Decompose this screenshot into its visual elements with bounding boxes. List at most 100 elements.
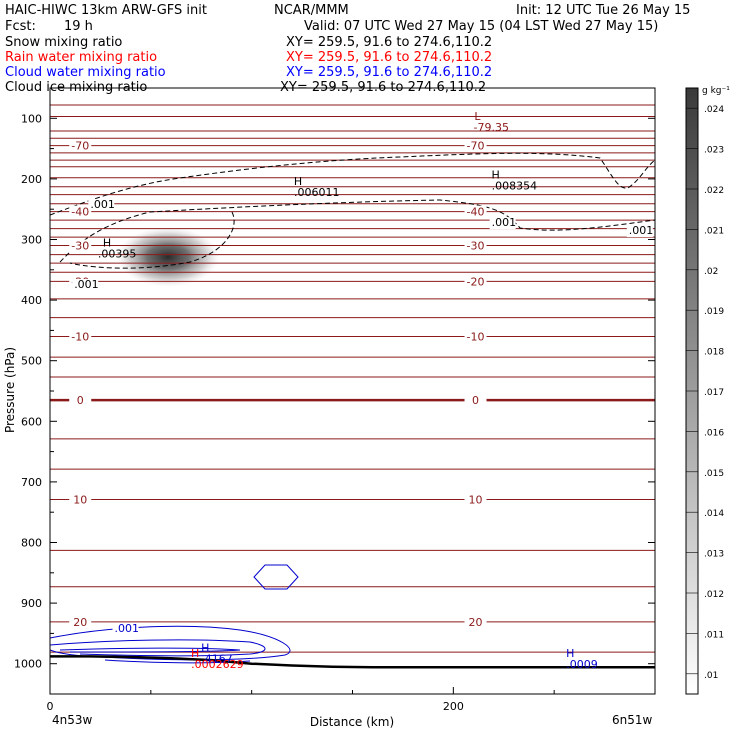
- x-axis-label: Distance (km): [310, 715, 394, 729]
- extremum-marker: H: [566, 647, 574, 660]
- contour-level-label: .001: [90, 198, 115, 211]
- contour-label-bg: [489, 217, 516, 230]
- ice-contour-loop: [69, 211, 235, 269]
- colorbar-tick-label: .015: [704, 469, 724, 479]
- isotherm-label: 20: [73, 616, 87, 629]
- isotherm-label-bg: [69, 139, 92, 152]
- snow-max-value: .00395: [98, 248, 137, 261]
- isotherm-label-bg: [464, 493, 487, 506]
- y-tick-label: 100: [21, 112, 42, 125]
- contour-level-label: .001: [492, 216, 517, 229]
- colorbar-tick-label: .01: [704, 671, 718, 681]
- colorbar-tick-label: .011: [704, 630, 724, 640]
- colorbar-tick-label: .022: [704, 186, 724, 196]
- ice-contour-upper: [50, 152, 655, 216]
- isotherm-label-bg: [69, 493, 92, 506]
- forecast-hour: 19 h: [64, 19, 93, 34]
- isotherm-label: -40: [467, 206, 485, 219]
- colorbar-tick-label: .012: [704, 590, 724, 600]
- extremum-value: .006011: [294, 186, 340, 199]
- isotherm-label: -10: [71, 330, 89, 343]
- isotherm-label-bg: [464, 394, 487, 407]
- colorbar-tick-label: .019: [704, 307, 724, 317]
- isotherm-label-bg: [69, 615, 92, 628]
- y-tick-label: 600: [21, 415, 42, 428]
- colorbar-tick-label: .014: [704, 509, 724, 519]
- y-tick-label: 900: [21, 597, 42, 610]
- field-rain-xy: XY= 259.5, 91.6 to 274.6,110.2: [286, 50, 493, 65]
- contour-level-label: .001: [115, 622, 139, 635]
- colorbar-tick-label: .017: [704, 388, 724, 398]
- extremum-marker: L: [474, 110, 481, 123]
- y-tick-label: 500: [21, 355, 42, 368]
- field-rain-name: Rain water mixing ratio: [5, 50, 158, 65]
- isotherm-label: 0: [77, 394, 84, 407]
- isotherm-label: -10: [467, 330, 485, 343]
- isotherm-label: -70: [71, 140, 89, 153]
- extremum-value: .4167: [201, 653, 233, 666]
- forecast-label: Fcst:: [5, 19, 36, 34]
- isotherm-label-bg: [69, 394, 92, 407]
- isotherm-label: -20: [467, 275, 485, 288]
- y-tick-label: 800: [21, 537, 42, 550]
- isotherm-label: -70: [467, 140, 485, 153]
- contour-label-bg: [626, 225, 653, 238]
- isotherm-label: 0: [472, 394, 479, 407]
- colorbar: g kg⁻¹ .01 .011 .012 .013 .014 .015 .016 .017 .0…: [685, 86, 730, 695]
- isotherm-label-bg: [464, 330, 487, 343]
- colorbar-tick-label: .024: [704, 105, 724, 115]
- contour-label-bg: [88, 198, 115, 211]
- y-tick-label: 1000: [14, 658, 42, 671]
- y-tick-label: 200: [21, 173, 42, 186]
- isotherm-label-bg: [464, 205, 487, 218]
- field-snow-xy: XY= 259.5, 91.6 to 274.6,110.2: [286, 35, 493, 50]
- init-time: Init: 12 UTC Tue 26 May 15: [516, 3, 691, 18]
- colorbar-tick-label: .023: [704, 146, 724, 156]
- annotation-group: L-79.35H.006011H.008354H.4167H.0002629H.…: [72, 110, 653, 671]
- x-tick-label: 200: [443, 700, 464, 713]
- extremum-value: .0009: [566, 658, 598, 671]
- contour-label-bg: [72, 278, 99, 291]
- contour-level-label: .001: [629, 224, 654, 237]
- extremum-marker: H: [191, 647, 199, 660]
- isotherm-label-bg: [69, 205, 92, 218]
- isotherm-label: 20: [469, 616, 483, 629]
- colorbar-tick-label: .021: [704, 226, 724, 236]
- snow-max-marker: H: [103, 237, 111, 250]
- extremum-marker: H: [294, 175, 302, 188]
- isotherm-label-bg: [69, 330, 92, 343]
- extremum-marker: H: [201, 642, 209, 655]
- field-cloud-water-xy: XY= 259.5, 91.6 to 274.6,110.2: [286, 65, 493, 80]
- valid-time: Valid: 07 UTC Wed 27 May 15 (04 LST Wed …: [304, 19, 659, 34]
- isotherm-label: 10: [73, 493, 87, 506]
- extremum-value: .008354: [492, 179, 538, 192]
- extremum-value: .0002629: [191, 658, 244, 671]
- isotherm-label: -40: [71, 206, 89, 219]
- distance-axis: 0 200: [47, 687, 555, 713]
- ice-contour-lower: [59, 199, 655, 263]
- x-tick-label: 0: [47, 700, 54, 713]
- organization: NCAR/MMM: [274, 3, 349, 18]
- isotherm-label-bg: [464, 275, 487, 288]
- colorbar-tick-label: .018: [704, 348, 724, 358]
- isotherm-label-bg: [464, 139, 487, 152]
- colorbar-tick-label: .02: [704, 267, 718, 277]
- colorbar-unit: g kg⁻¹: [702, 86, 730, 96]
- model-title: HAIC-HIWC 13km ARW-GFS init: [5, 3, 207, 18]
- field-cloud-water-name: Cloud water mixing ratio: [5, 65, 166, 80]
- y-tick-label: 300: [21, 234, 42, 247]
- plot-frame: [49, 87, 656, 695]
- field-snow-name: Snow mixing ratio: [5, 35, 123, 50]
- ground-surface-line: [50, 655, 655, 669]
- cloud-water-closed-contour: [253, 564, 299, 590]
- colorbar-tick-label: .016: [704, 428, 724, 438]
- isotherm-label-bg: [464, 239, 487, 252]
- y-tick-label: 700: [21, 476, 42, 489]
- isotherm-label: -30: [71, 240, 89, 253]
- x-right-end-label: 6n51w: [612, 713, 653, 727]
- contour-level-label: .001: [74, 278, 99, 291]
- extremum-marker: H: [492, 168, 500, 181]
